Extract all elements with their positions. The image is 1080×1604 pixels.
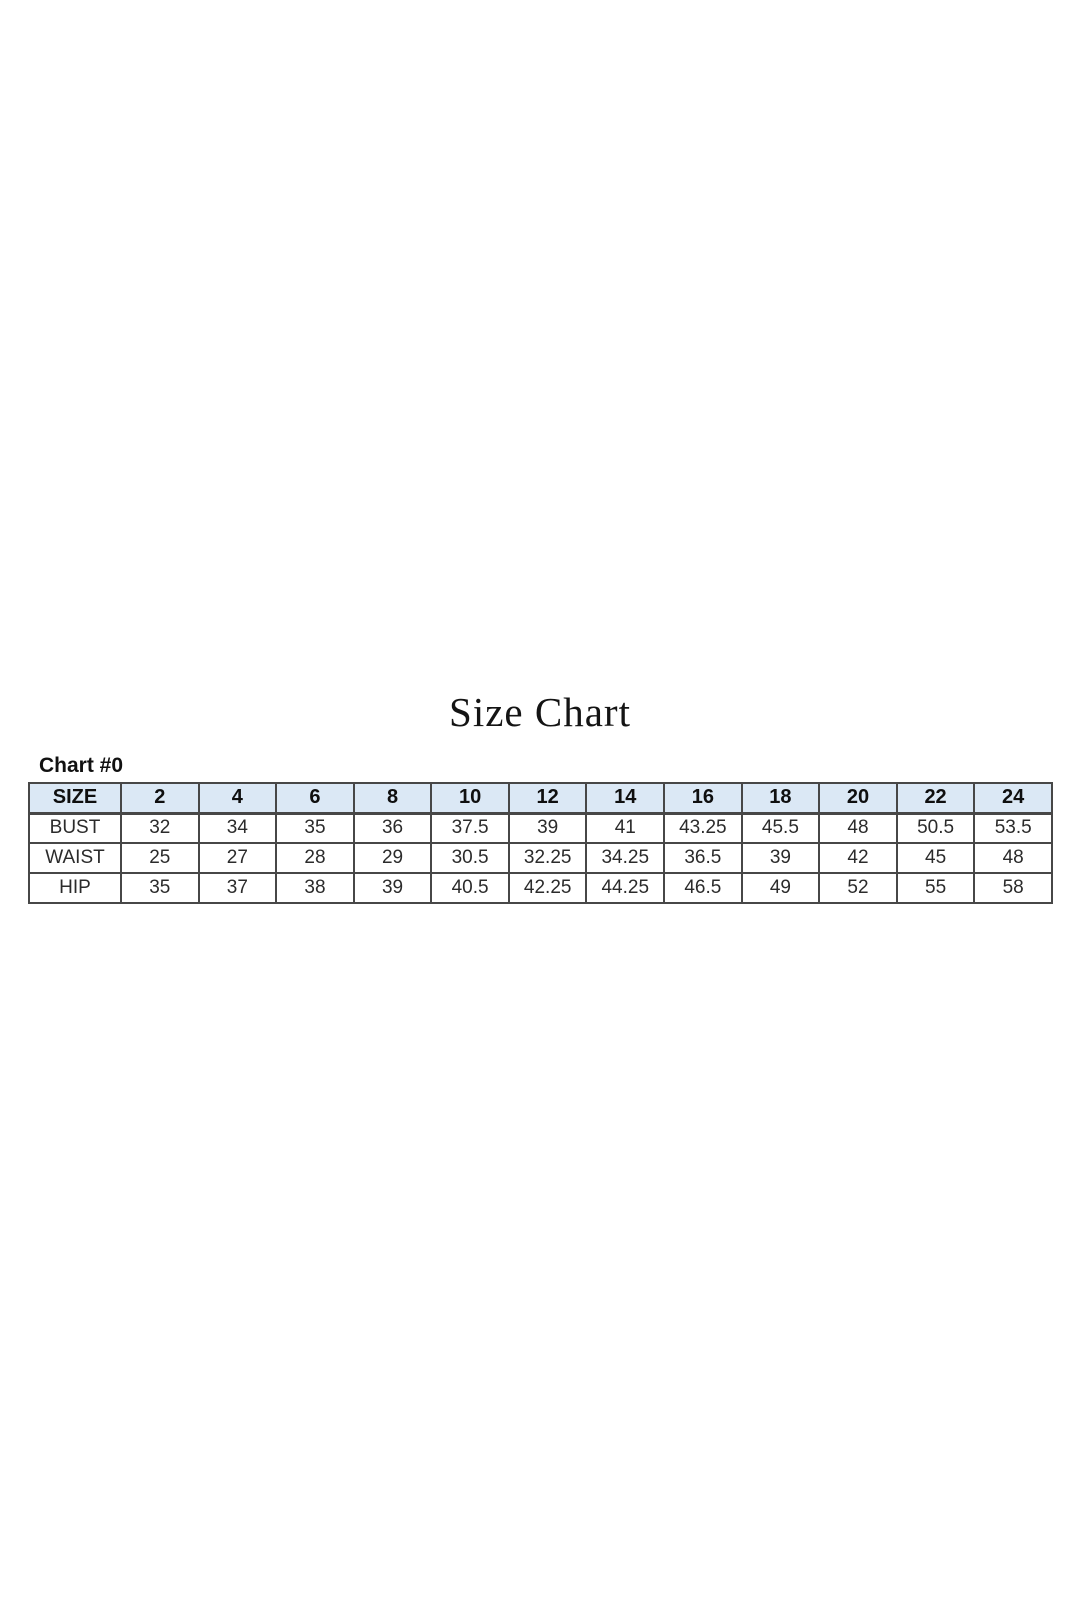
size-column-header: SIZE [28,782,122,815]
row-label: BUST [28,812,122,844]
header-row: SIZE 2 4 6 8 10 12 14 16 18 20 22 24 [28,782,1053,815]
table-row: HIP 35 37 38 39 40.5 42.25 44.25 46.5 49 52 55 58 [28,872,1053,904]
chart-number-label: Chart #0 [39,754,124,777]
size-header-12: 12 [507,782,588,815]
table-cell: 34.25 [585,842,666,874]
table-cell: 39 [352,872,433,904]
table-cell: 29 [352,842,433,874]
size-header-20: 20 [818,782,898,815]
table-cell: 32.25 [507,842,588,874]
size-header-24: 24 [973,782,1053,815]
row-label: WAIST [28,842,122,874]
table-cell: 42.25 [507,872,588,904]
table-cell: 36 [352,812,433,844]
table-cell: 43.25 [663,812,743,844]
table-row: BUST 32 34 35 36 37.5 39 41 43.25 45.5 48 50.5 53.5 [28,812,1053,844]
table-cell: 37 [197,872,278,904]
table-cell: 38 [275,872,355,904]
size-header-18: 18 [740,782,821,815]
table-cell: 45 [895,842,976,874]
table-cell: 40.5 [430,872,510,904]
table-cell: 28 [275,842,355,874]
table-cell: 35 [120,872,200,904]
table-cell: 34 [197,812,278,844]
size-header-10: 10 [430,782,510,815]
size-header-14: 14 [585,782,666,815]
table-cell: 25 [120,842,200,874]
table-cell: 52 [818,872,898,904]
size-header-4: 4 [197,782,278,815]
table-body: BUST 32 34 35 36 37.5 39 41 43.25 45.5 48 50.5 53.5 W… [28,812,1053,904]
table-cell: 35 [275,812,355,844]
table-cell: 37.5 [430,812,510,844]
size-chart-table: SIZE 2 4 6 8 10 12 14 16 18 20 22 24 BUST 32 34 35 36 37.… [28,782,1053,904]
table-cell: 39 [740,842,821,874]
table-cell: 48 [973,842,1053,874]
size-header-8: 8 [352,782,433,815]
table-cell: 30.5 [430,842,510,874]
size-header-6: 6 [275,782,355,815]
table-header: SIZE 2 4 6 8 10 12 14 16 18 20 22 24 [28,782,1053,815]
table-row: WAIST 25 27 28 29 30.5 32.25 34.25 36.5 39 42 45 48 [28,842,1053,874]
size-header-22: 22 [895,782,976,815]
table-cell: 53.5 [973,812,1053,844]
table-cell: 27 [197,842,278,874]
table-cell: 55 [895,872,976,904]
size-header-2: 2 [120,782,200,815]
table-cell: 42 [818,842,898,874]
table-cell: 41 [585,812,666,844]
table-cell: 58 [973,872,1053,904]
table-cell: 36.5 [663,842,743,874]
table-cell: 45.5 [740,812,821,844]
table-cell: 32 [120,812,200,844]
table-cell: 50.5 [895,812,976,844]
table-cell: 48 [818,812,898,844]
table-cell: 46.5 [663,872,743,904]
size-header-16: 16 [663,782,743,815]
row-label: HIP [28,872,122,904]
table-cell: 44.25 [585,872,666,904]
table-cell: 49 [740,872,821,904]
page-title: Size Chart [449,689,631,735]
table-cell: 39 [507,812,588,844]
